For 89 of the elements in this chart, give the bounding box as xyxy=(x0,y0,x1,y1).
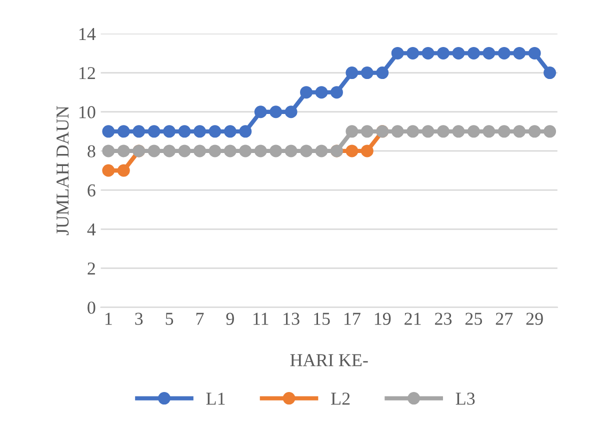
point xyxy=(132,125,146,138)
point xyxy=(163,144,176,158)
point xyxy=(467,46,480,60)
x-tick-label: 23 xyxy=(435,312,452,325)
point xyxy=(300,86,313,99)
point xyxy=(391,125,404,138)
point xyxy=(330,86,343,99)
legend-label: L1 xyxy=(206,392,225,405)
point xyxy=(239,125,252,138)
point xyxy=(224,125,236,138)
point xyxy=(513,125,526,138)
x-tick-label: 15 xyxy=(314,312,330,325)
point xyxy=(467,125,480,138)
point xyxy=(208,125,222,138)
point xyxy=(193,144,206,158)
x-tick-label: 25 xyxy=(465,312,482,325)
x-tick-label: 13 xyxy=(284,312,300,325)
point xyxy=(528,125,541,138)
point xyxy=(346,125,358,138)
y-tick-label: 2 xyxy=(88,262,95,274)
x-tick-label: 1 xyxy=(105,312,112,325)
point xyxy=(346,66,358,80)
point xyxy=(239,144,252,158)
legend-label: L3 xyxy=(456,392,475,405)
y-tick-label: 4 xyxy=(87,224,96,236)
point xyxy=(315,86,328,99)
legend-label: L2 xyxy=(331,392,350,405)
x-tick-label: 29 xyxy=(526,312,543,325)
point xyxy=(406,125,420,138)
point xyxy=(270,144,282,158)
point xyxy=(117,144,130,158)
point xyxy=(270,106,282,118)
point xyxy=(178,125,191,138)
point xyxy=(208,144,222,158)
point xyxy=(437,125,450,138)
x-tick-label: 27 xyxy=(496,312,513,325)
point xyxy=(482,46,496,60)
x-tick-label: 3 xyxy=(135,312,143,325)
x-tick-label: 9 xyxy=(226,312,234,325)
y-tick-label: 12 xyxy=(79,67,95,80)
x-tick-label: 5 xyxy=(166,312,174,325)
point xyxy=(163,125,176,138)
point xyxy=(406,46,420,60)
y-tick-label: 14 xyxy=(79,28,96,40)
point xyxy=(422,125,434,138)
point xyxy=(498,46,510,60)
x-tick-label: 17 xyxy=(344,312,360,325)
y-tick-label: 0 xyxy=(88,302,96,314)
point xyxy=(452,46,465,60)
x-tick-label: 21 xyxy=(404,312,421,325)
point xyxy=(360,144,374,158)
point xyxy=(528,46,541,60)
point xyxy=(254,144,267,158)
point xyxy=(513,46,526,60)
point xyxy=(498,125,510,138)
point xyxy=(452,125,465,138)
point xyxy=(376,66,389,80)
point xyxy=(102,164,115,177)
x-tick-label: 7 xyxy=(196,312,204,325)
point xyxy=(346,144,358,158)
y-tick-label: 10 xyxy=(79,106,96,118)
point xyxy=(117,125,130,138)
point xyxy=(148,144,160,158)
point xyxy=(544,66,556,80)
point xyxy=(193,125,206,138)
point xyxy=(102,144,115,158)
point xyxy=(360,66,374,80)
point xyxy=(422,46,434,60)
y-tick-label: 8 xyxy=(88,145,96,158)
point xyxy=(391,46,404,60)
x-tick-label: 19 xyxy=(374,312,391,325)
point xyxy=(284,144,298,158)
y-axis-title: JUMLAH DAUN xyxy=(56,106,69,236)
point xyxy=(224,144,236,158)
point xyxy=(117,164,130,177)
y-tick-label: 6 xyxy=(88,184,96,196)
point xyxy=(254,106,267,118)
x-axis-title: HARI KE- xyxy=(290,354,368,366)
point xyxy=(300,144,313,158)
point xyxy=(437,46,450,60)
point xyxy=(284,106,298,118)
point xyxy=(148,125,160,138)
point xyxy=(178,144,191,158)
point xyxy=(102,125,115,138)
point xyxy=(360,125,374,138)
point xyxy=(544,125,556,138)
x-tick-label: 11 xyxy=(254,312,268,325)
point xyxy=(315,144,328,158)
point xyxy=(482,125,496,138)
